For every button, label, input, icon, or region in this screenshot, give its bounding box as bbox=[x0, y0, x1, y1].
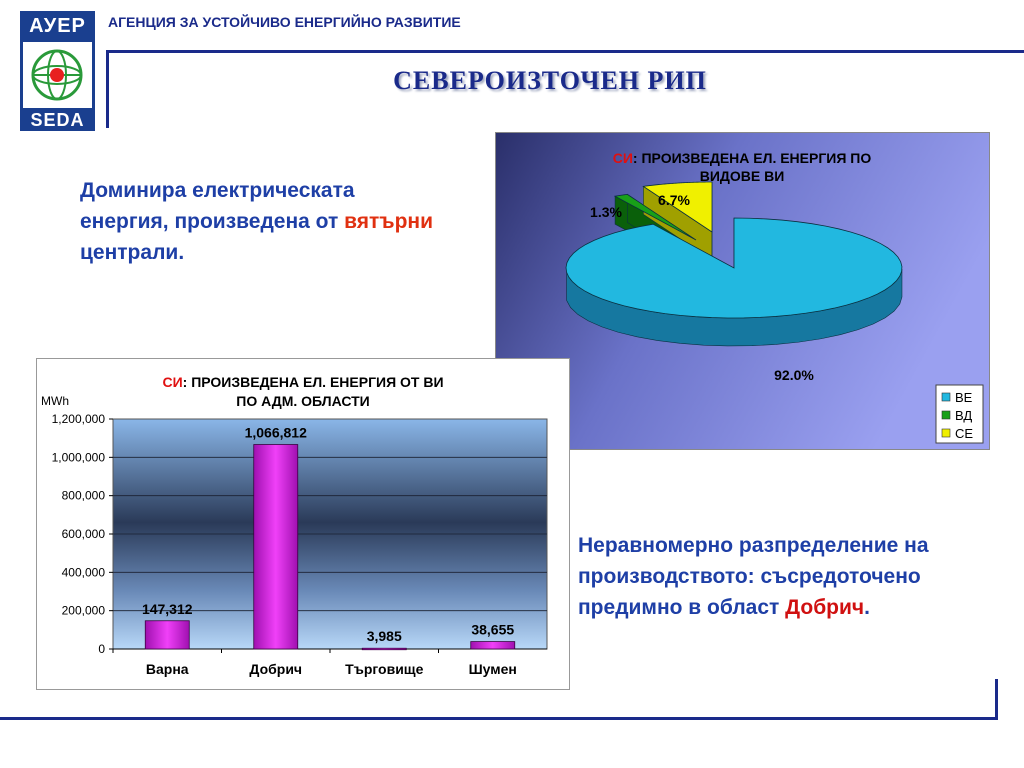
header-divider bbox=[108, 50, 1024, 53]
logo-bottom-text: SEDA bbox=[30, 110, 85, 130]
bar-title-line2: ПО АДМ. ОБЛАСТИ bbox=[236, 393, 369, 409]
pie-slice-wind bbox=[565, 217, 903, 319]
pie-label-solar: 6.7% bbox=[658, 192, 690, 208]
bar-title-line1: СИ: ПРОИЗВЕДЕНА ЕЛ. ЕНЕРГИЯ ОТ ВИ bbox=[162, 374, 443, 390]
bar-y-tick-label: 200,000 bbox=[62, 604, 106, 618]
bar-y-tick-label: 1,000,000 bbox=[52, 450, 106, 464]
bar-value-label: 1,066,812 bbox=[245, 425, 307, 441]
pie-legend-swatch-wind bbox=[941, 392, 951, 402]
pie-slice-hydro bbox=[613, 193, 697, 241]
bar-x-labels: Варна Добрич Търговище Шумен bbox=[112, 649, 517, 677]
agency-name: АГЕНЦИЯ ЗА УСТОЙЧИВО ЕНЕРГИЙНО РАЗВИТИЕ bbox=[108, 14, 461, 30]
bar-category-label: Варна bbox=[146, 661, 189, 677]
bar-bars: 147,312 1,066,812 3,985 38,655 bbox=[142, 425, 516, 651]
logo-emblem bbox=[23, 42, 92, 108]
pie-legend-swatch-hydro bbox=[941, 410, 951, 420]
bar-value-label: 147,312 bbox=[142, 601, 193, 617]
bar-gridlines bbox=[113, 456, 547, 612]
pie-legend-label-solar: СЕ bbox=[955, 426, 973, 441]
pie-chart: СИ: ПРОИЗВЕДЕНА ЕЛ. ЕНЕРГИЯ ПО ВИДОВЕ ВИ… bbox=[495, 132, 990, 450]
bar-y-tick-label: 600,000 bbox=[62, 527, 106, 541]
bar-y-tick-label: 800,000 bbox=[62, 489, 106, 503]
bar-value-label: 38,655 bbox=[471, 622, 514, 638]
pie-title-line1: СИ: ПРОИЗВЕДЕНА ЕЛ. ЕНЕРГИЯ ПО bbox=[613, 150, 872, 166]
bar-title-text-1: : ПРОИЗВЕДЕНА ЕЛ. ЕНЕРГИЯ ОТ ВИ bbox=[183, 374, 444, 390]
right-text-part1: Неравномерно разпределение на производст… bbox=[578, 534, 929, 619]
pie-title-line2: ВИДОВЕ ВИ bbox=[700, 168, 785, 184]
right-text-highlight: Добрич bbox=[785, 596, 865, 619]
footer-divider bbox=[0, 717, 998, 720]
bar-y-tick-label: 400,000 bbox=[62, 565, 106, 579]
pie-slices bbox=[565, 181, 903, 347]
pie-legend-label-wind: ВЕ bbox=[955, 390, 973, 405]
seda-logo: АУЕР SEDA bbox=[20, 11, 95, 131]
pie-title-prefix: СИ bbox=[613, 150, 633, 166]
footer-vertical-divider bbox=[995, 679, 998, 720]
bar-value-label: 3,985 bbox=[367, 628, 402, 644]
pie-legend-swatch-solar bbox=[941, 428, 951, 438]
left-text-part2: централи. bbox=[80, 241, 185, 264]
page-title: СЕВЕРОИЗТОЧЕН РИП bbox=[393, 66, 707, 95]
bar-chart: СИ: ПРОИЗВЕДЕНА ЕЛ. ЕНЕРГИЯ ОТ ВИ ПО АДМ… bbox=[36, 358, 570, 690]
bar-y-tick-label: 1,200,000 bbox=[52, 412, 106, 426]
right-text-block: Неравномерно разпределение на производст… bbox=[578, 530, 988, 623]
logo-top-text: АУЕР bbox=[29, 15, 86, 37]
bar-4 bbox=[470, 641, 516, 650]
right-text-part2: . bbox=[864, 596, 870, 619]
pie-label-hydro: 1.3% bbox=[590, 204, 622, 220]
bar-3 bbox=[361, 647, 407, 651]
bar-1 bbox=[144, 620, 190, 650]
left-text-part1: Доминира електрическата енергия, произве… bbox=[80, 179, 355, 233]
bar-category-label: Добрич bbox=[249, 661, 302, 677]
pie-title-text-1: : ПРОИЗВЕДЕНА ЕЛ. ЕНЕРГИЯ ПО bbox=[633, 150, 871, 166]
bar-2 bbox=[253, 444, 299, 650]
bar-category-label: Шумен bbox=[469, 661, 517, 677]
pie-legend-label-hydro: ВД bbox=[955, 408, 972, 423]
bar-title-prefix: СИ bbox=[162, 374, 182, 390]
pie-chart-svg: СИ: ПРОИЗВЕДЕНА ЕЛ. ЕНЕРГИЯ ПО ВИДОВЕ ВИ… bbox=[496, 133, 989, 449]
pie-legend: ВЕ ВД СЕ bbox=[935, 384, 984, 444]
left-text-highlight: вятърни bbox=[344, 210, 433, 233]
bar-chart-svg: СИ: ПРОИЗВЕДЕНА ЕЛ. ЕНЕРГИЯ ОТ ВИ ПО АДМ… bbox=[41, 374, 548, 677]
header-vertical-divider bbox=[106, 50, 109, 128]
left-text-block: Доминира електрическата енергия, произве… bbox=[80, 175, 440, 268]
bar-y-tick-label: 0 bbox=[98, 642, 105, 656]
pie-label-wind: 92.0% bbox=[774, 367, 814, 383]
bar-y-axis-label: MWh bbox=[41, 394, 69, 408]
bar-category-label: Търговище bbox=[345, 661, 424, 677]
pie-slice-solar bbox=[642, 181, 713, 233]
